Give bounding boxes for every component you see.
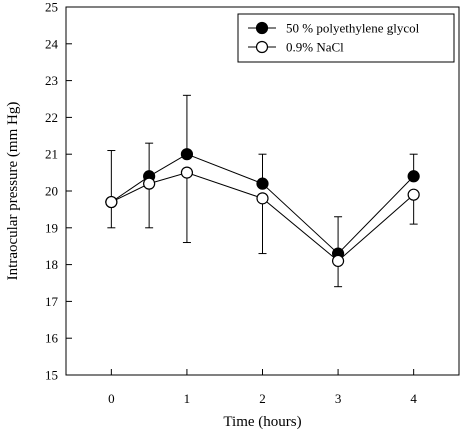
data-point <box>407 188 420 201</box>
legend-box <box>237 13 455 63</box>
y-tick-label: 22 <box>45 110 58 125</box>
data-point <box>105 195 118 209</box>
x-tick-label: 1 <box>184 391 191 406</box>
y-tick-label: 17 <box>45 294 59 309</box>
y-tick-label: 16 <box>45 331 59 346</box>
legend-label: 50 % polyethylene glycol <box>286 21 420 36</box>
series-lines <box>111 153 415 262</box>
series-line-2 <box>111 172 414 262</box>
x-tick-label: 4 <box>410 391 417 406</box>
y-tick-label: 25 <box>45 0 58 15</box>
legend: 50 % polyethylene glycol 0.9% NaCl <box>237 13 455 63</box>
x-tick-label: 0 <box>108 391 115 406</box>
data-point <box>256 192 269 205</box>
error-bars <box>107 94 418 288</box>
series-line-1 <box>111 153 415 255</box>
legend-marker <box>255 21 269 35</box>
y-tick-label: 18 <box>45 257 58 272</box>
y-tick-label: 15 <box>45 368 58 383</box>
data-point <box>407 170 420 183</box>
y-tick-label: 19 <box>45 220 58 235</box>
y-tick-label: 21 <box>45 147 58 162</box>
legend-label: 0.9% NaCl <box>286 40 344 55</box>
data-point <box>180 148 194 161</box>
y-axis-label: Intraocular pressure (mm Hg) <box>5 102 21 281</box>
data-point <box>180 166 194 179</box>
data-point <box>143 177 156 190</box>
y-tick-label: 24 <box>45 36 59 51</box>
x-tick-label: 2 <box>259 391 266 406</box>
data-point <box>331 254 345 268</box>
y-tick-label: 20 <box>45 184 58 199</box>
legend-marker <box>255 40 269 54</box>
x-axis-label: Time (hours) <box>223 414 301 430</box>
data-point <box>256 177 269 190</box>
x-tick-label: 3 <box>335 391 342 406</box>
data-points <box>105 148 420 268</box>
y-tick-label: 23 <box>45 73 58 88</box>
